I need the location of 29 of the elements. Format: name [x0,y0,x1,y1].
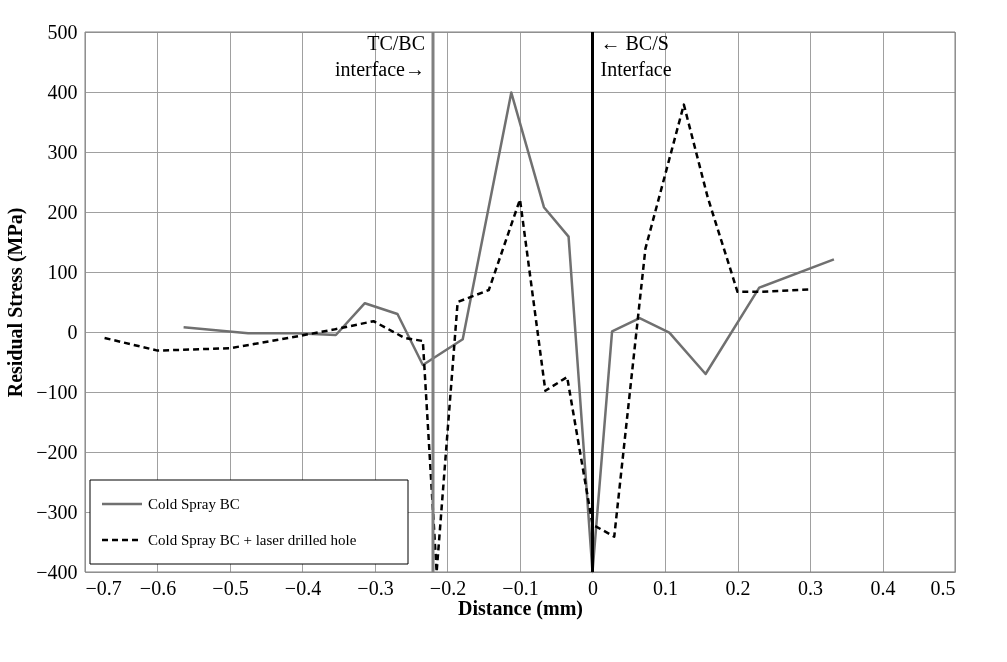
legend-label: Cold Spray BC + laser drilled hole [148,532,357,548]
x-axis-title: Distance (mm) [458,596,583,620]
x-tick-label: −0.6 [139,576,177,599]
x-tick-label: −0.5 [212,576,249,599]
y-tick-label: −400 [36,560,78,583]
x-tick-label: 0 [588,576,598,599]
x-tick-label: −0.4 [284,576,322,599]
x-tick-label: 0.1 [653,576,678,599]
y-axis-title: Residual Stress (MPa) [4,207,28,398]
y-tick-label: 400 [47,80,78,103]
y-tick-label: 200 [47,200,78,223]
x-tick-label: −0.3 [357,576,394,599]
x-tick-label: 0.2 [725,576,751,599]
y-tick-label: −200 [36,440,78,463]
x-tick-label: 0.3 [798,576,823,599]
y-tick-label: −300 [36,500,78,523]
x-tick-label: −0.1 [502,576,539,599]
x-tick-label: 0.4 [870,576,896,599]
y-tick-label: 0 [67,320,78,343]
y-tick-label: −100 [36,380,78,403]
y-tick-label: 500 [47,20,78,43]
y-tick-label: 300 [47,140,78,163]
ref-line-label: TC/BC interface→ [335,32,425,80]
x-tick-label: 0.5 [930,576,956,599]
ref-line-label: ← BC/S Interface [600,32,672,80]
x-tick-label: −0.2 [429,576,467,599]
legend-label: Cold Spray BC [148,496,240,512]
y-tick-label: 100 [47,260,78,283]
x-tick-label: −0.7 [85,576,122,599]
